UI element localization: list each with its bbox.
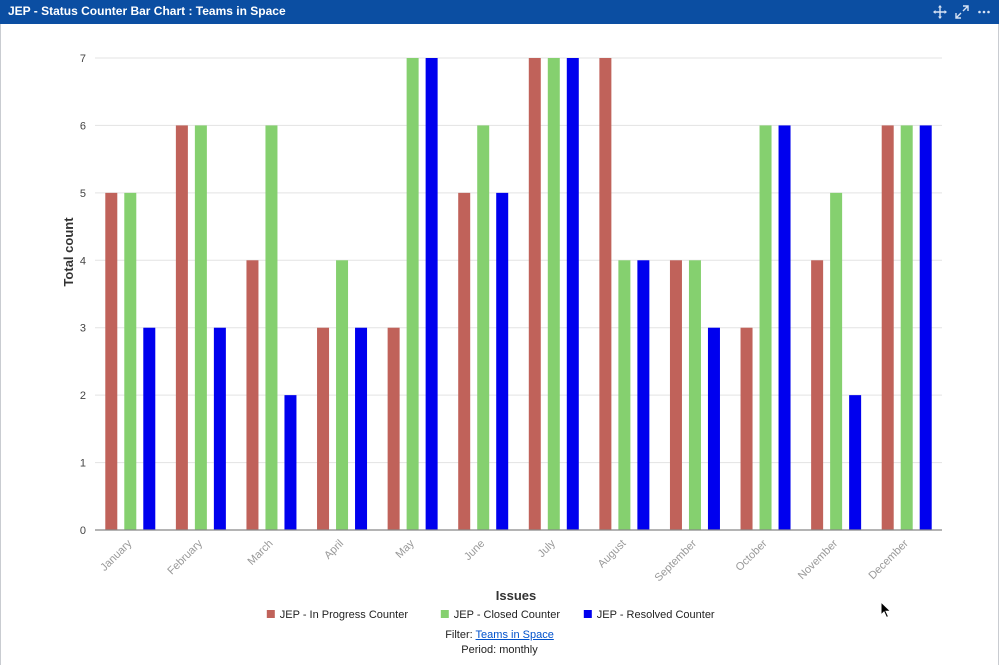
bars xyxy=(105,58,932,530)
bar xyxy=(566,58,579,530)
filter-link[interactable]: Teams in Space xyxy=(475,629,554,641)
x-tick-label: July xyxy=(536,537,559,560)
x-tick-label: November xyxy=(796,537,841,582)
bar xyxy=(637,260,650,530)
legend-swatch xyxy=(266,610,275,618)
x-tick-label: June xyxy=(462,538,487,563)
x-tick-label: December xyxy=(866,537,911,582)
expand-icon-glyph xyxy=(955,5,969,19)
move-icon-glyph xyxy=(933,5,947,19)
bar xyxy=(759,125,772,530)
bar xyxy=(900,125,913,530)
bar xyxy=(265,125,278,530)
bar xyxy=(406,58,419,530)
x-tick-label: March xyxy=(245,538,275,568)
x-tick-label: January xyxy=(98,537,135,574)
bar xyxy=(105,192,118,530)
y-tick-label: 1 xyxy=(80,458,86,470)
bar xyxy=(811,260,824,530)
x-tick-label: August xyxy=(596,538,629,571)
bar xyxy=(213,327,226,530)
more-icon-glyph xyxy=(978,10,990,14)
bar xyxy=(175,125,188,530)
x-tick-label: April xyxy=(322,538,346,562)
bar xyxy=(246,260,259,530)
legend-swatch xyxy=(440,610,449,618)
filter-line: Filter: Teams in Space xyxy=(0,629,999,641)
bar xyxy=(740,327,753,530)
y-tick-label: 7 xyxy=(80,53,86,65)
window-title: JEP - Status Counter Bar Chart : Teams i… xyxy=(8,4,286,18)
x-tick-label: October xyxy=(734,537,770,573)
bar xyxy=(477,125,490,530)
filter-label: Filter: xyxy=(445,629,473,641)
period-line: Period: monthly xyxy=(0,644,999,656)
y-tick-labels: 0 1 2 3 4 5 6 7 xyxy=(80,53,86,537)
move-icon[interactable] xyxy=(931,3,949,21)
y-tick-label: 5 xyxy=(80,188,86,200)
expand-icon[interactable] xyxy=(953,3,971,21)
bar xyxy=(830,192,843,530)
bar xyxy=(618,260,631,530)
x-tick-label: May xyxy=(394,537,418,561)
y-tick-label: 3 xyxy=(80,323,86,335)
bar xyxy=(194,125,207,530)
y-tick-label: 2 xyxy=(80,390,86,402)
bar xyxy=(919,125,932,530)
legend: JEP - In Progress Counter JEP - Closed Co… xyxy=(266,609,715,621)
x-tick-labels: January February March April May June July Augu… xyxy=(98,537,911,584)
bar xyxy=(669,260,682,530)
window-titlebar: JEP - Status Counter Bar Chart : Teams i… xyxy=(0,0,999,24)
bar xyxy=(688,260,701,530)
bar xyxy=(599,58,612,530)
bar xyxy=(143,327,156,530)
bar xyxy=(336,260,349,530)
x-axis-label: Issues xyxy=(496,588,536,603)
y-tick-label: 4 xyxy=(80,255,86,267)
bar xyxy=(387,327,400,530)
x-tick-label: February xyxy=(165,537,205,577)
bar xyxy=(458,192,471,530)
y-tick-label: 0 xyxy=(80,525,86,537)
bar xyxy=(778,125,791,530)
bar xyxy=(547,58,560,530)
more-icon[interactable] xyxy=(975,3,993,21)
legend-label[interactable]: JEP - Closed Counter xyxy=(454,609,561,621)
y-tick-label: 6 xyxy=(80,120,86,132)
x-tick-label: September xyxy=(653,537,700,584)
titlebar-actions xyxy=(931,3,993,21)
bar xyxy=(707,327,720,530)
mouse-cursor-icon xyxy=(880,601,892,619)
bar xyxy=(425,58,438,530)
bar xyxy=(317,327,330,530)
legend-label[interactable]: JEP - Resolved Counter xyxy=(597,609,715,621)
y-axis-label: Total count xyxy=(61,217,76,287)
legend-swatch xyxy=(583,610,592,618)
bar xyxy=(124,192,137,530)
gridlines xyxy=(95,57,942,464)
bar xyxy=(528,58,541,530)
legend-label[interactable]: JEP - In Progress Counter xyxy=(280,609,409,621)
bar xyxy=(496,192,509,530)
bar xyxy=(849,395,862,530)
bar xyxy=(881,125,894,530)
bar xyxy=(355,327,368,530)
bar xyxy=(284,395,297,530)
bar-chart: 0 1 2 3 4 5 6 7 January February March April May Jun… xyxy=(61,53,942,621)
period-text: Period: monthly xyxy=(461,644,538,656)
